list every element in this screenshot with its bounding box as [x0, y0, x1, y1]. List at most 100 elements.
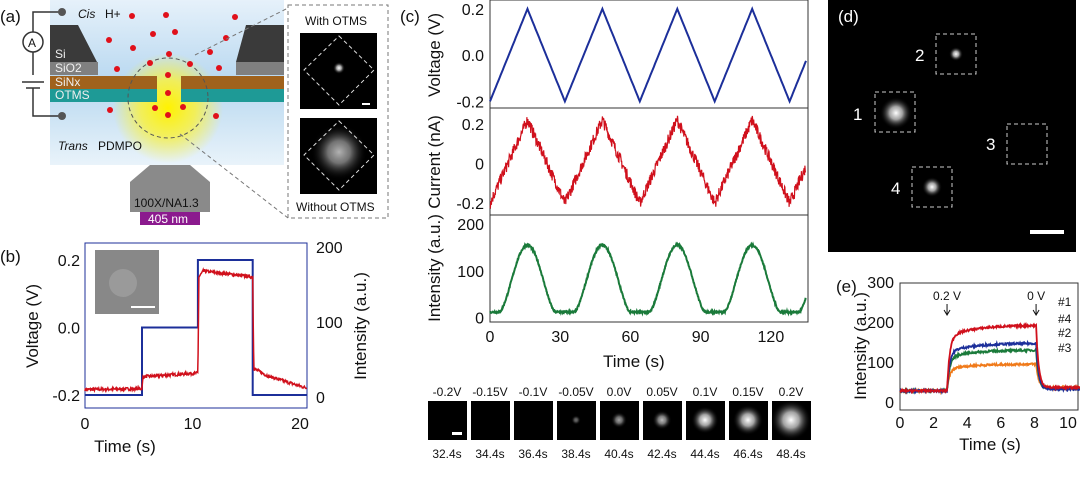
y-tick-label: 0 [475, 311, 484, 328]
proton-dot [165, 112, 171, 118]
strip-time-label: 48.4s [776, 447, 805, 461]
series-label: #4 [1058, 312, 1072, 326]
si-layer-left [50, 25, 97, 62]
strip-time-label: 42.4s [647, 447, 676, 461]
otms-layer-right [181, 89, 284, 102]
y-tick-label: 200 [867, 315, 894, 332]
strip-voltage-label: 0.0V [607, 385, 632, 399]
laser-badge [140, 212, 200, 225]
proton-dot [163, 12, 169, 18]
c-current-trace [489, 115, 807, 209]
x-tick-label: 0 [896, 415, 905, 432]
layer-label-sinx: SiNx [55, 75, 80, 89]
strip-scale-bar [452, 432, 462, 435]
y-tick-label: -0.2 [52, 388, 80, 405]
strip-spot [652, 410, 672, 430]
ylabel-c-voltage: Voltage (V) [425, 13, 444, 97]
fluorescence-image [828, 0, 1076, 252]
y-tick-label: 0.2 [462, 117, 484, 134]
roi-label-2: 2 [915, 46, 924, 65]
annotation-on: 0.2 V [933, 289, 961, 303]
scale-bar [1030, 230, 1064, 234]
arrow-icon [1032, 304, 1040, 316]
x-tick-label: 10 [184, 416, 202, 433]
dye-label: PDMPO [98, 139, 142, 153]
proton-dot [150, 31, 156, 37]
x-tick-label: 2 [929, 415, 938, 432]
y-tick-label: 100 [457, 264, 484, 281]
roi-box-3 [1006, 123, 1048, 165]
layer-label-si: Si [55, 47, 66, 61]
objective-lens [130, 165, 210, 212]
proton-dot [166, 51, 172, 57]
ylabel-e: Intensity (a.u.) [851, 292, 870, 400]
sinx-layer-right [181, 76, 284, 89]
proton-dot [147, 60, 153, 66]
proton-dot [207, 49, 213, 55]
proton-dot [223, 35, 229, 41]
x-tick-label: 10 [1059, 415, 1077, 432]
strip-voltage-label: -0.15V [472, 385, 507, 399]
strip-spot [732, 404, 764, 436]
intensity-trace-n1 [899, 321, 1080, 395]
strip-voltage-label: -0.1V [519, 385, 548, 399]
series-label: #2 [1058, 326, 1072, 340]
panel-label-a: (a) [0, 7, 21, 26]
strip-spot [611, 412, 627, 428]
panel-b-chart: (b) Time (s) Voltage (V) Intensity (a.u.… [0, 240, 370, 456]
strip-time-label: 46.4s [733, 447, 762, 461]
series-label: #1 [1058, 295, 1072, 309]
proton-dot [232, 14, 238, 20]
roi-label-1: 1 [853, 105, 862, 124]
strip-voltage-label: 0.1V [693, 385, 718, 399]
strip-spot [771, 400, 811, 440]
proton-dot [106, 37, 112, 43]
objective-label: 100X/NA1.3 [134, 196, 199, 210]
proton-dot [172, 29, 178, 35]
x-tick-label: 120 [758, 329, 785, 346]
y-tick-label: 0.2 [462, 2, 484, 19]
y-tick-label: 0 [885, 395, 894, 412]
ylabel-b: Voltage (V) [23, 284, 42, 368]
proton-dot [152, 105, 158, 111]
proton-dot [129, 13, 135, 19]
ylabel-c-current: Current (nA) [425, 115, 444, 209]
proton-dot [107, 107, 113, 113]
proton-dot [213, 113, 219, 119]
proton-dot [114, 66, 120, 72]
panel-label-d: (d) [838, 7, 859, 26]
proton-dot [216, 65, 222, 71]
annotation-off: 0 V [1027, 289, 1045, 303]
strip-voltage-label: -0.05V [558, 385, 593, 399]
intensity-trace-b [84, 267, 308, 394]
proton-dot [165, 90, 171, 96]
y-tick-label: 0.2 [58, 253, 80, 270]
x-tick-label: 4 [963, 415, 972, 432]
y-tick-label: 0 [475, 156, 484, 173]
ammeter-label: A [28, 36, 36, 50]
strip-spot [571, 415, 581, 425]
image-strip: -0.2V 32.4s -0.15V 34.4s -0.1V 36.4s -0.05V 38.… [428, 385, 811, 461]
laser-label: 405 nm [148, 212, 188, 226]
trans-label: Trans [58, 139, 88, 153]
proton-dot [165, 72, 171, 78]
strip-voltage-label: 0.15V [732, 385, 763, 399]
inset-label-without: Without OTMS [296, 200, 375, 214]
sio2-layer-right [236, 62, 284, 75]
strip-time-label: 40.4s [604, 447, 633, 461]
panel-a-schematic: (a) Si SiO2 SiNx OTMS Cis H+ Trans PDMPO… [0, 0, 389, 226]
c-intensity-trace [489, 241, 807, 317]
y-tick-label: -0.2 [456, 196, 484, 213]
sinx-layer-left [50, 76, 157, 89]
x-tick-label: 60 [622, 329, 640, 346]
x-tick-label: 30 [551, 329, 569, 346]
inset-label-with: With OTMS [305, 14, 367, 28]
x-tick-label: 8 [1030, 415, 1039, 432]
strip-time-label: 34.4s [475, 447, 504, 461]
ylabel-c-intensity: Intensity (a.u.) [425, 214, 444, 322]
y-tick-label: 0.0 [58, 321, 80, 338]
y-tick-label: 0.0 [462, 48, 484, 65]
plot-frame-e [899, 282, 1079, 411]
xlabel-e: Time (s) [959, 435, 1021, 454]
